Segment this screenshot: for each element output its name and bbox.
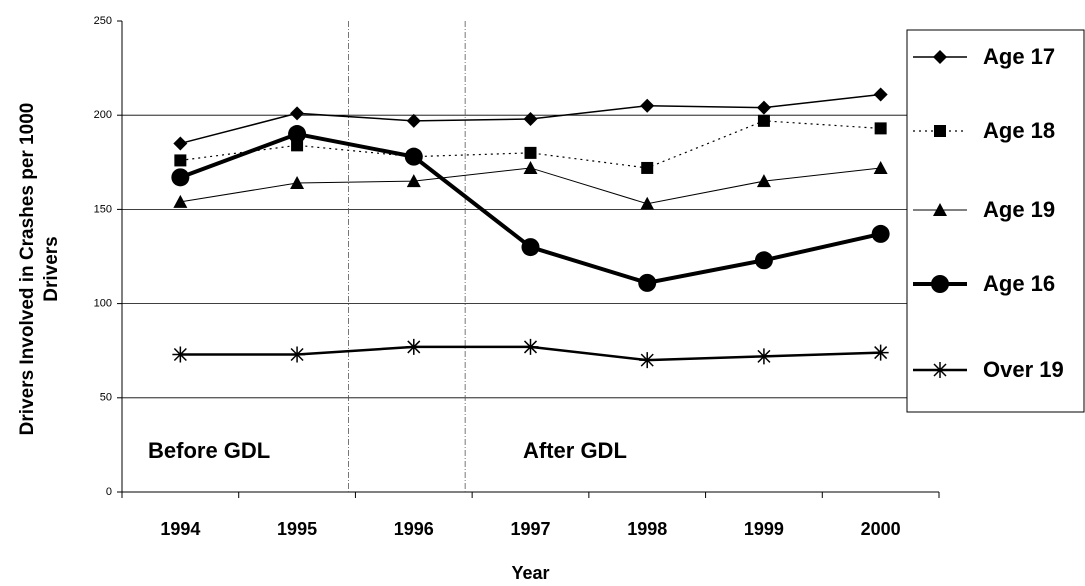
point — [288, 125, 307, 144]
point — [172, 346, 189, 363]
point — [523, 160, 538, 174]
point — [404, 147, 423, 166]
point — [639, 352, 656, 369]
point — [174, 154, 187, 167]
y-tick-label: 100 — [94, 298, 112, 310]
x-tick-label: 1999 — [744, 519, 784, 539]
x-tick-label: 1998 — [627, 519, 667, 539]
point — [641, 161, 654, 174]
y-tick-label: 0 — [106, 486, 112, 498]
point — [524, 146, 537, 159]
x-tick-label: 2000 — [861, 519, 901, 539]
point — [173, 136, 188, 151]
point — [289, 346, 306, 363]
x-tick-label: 1997 — [510, 519, 550, 539]
point — [405, 338, 422, 355]
y-tick-label: 200 — [94, 109, 112, 121]
point — [872, 344, 889, 361]
legend-box — [906, 29, 1085, 413]
point — [934, 125, 946, 137]
point — [290, 106, 305, 121]
point — [933, 50, 947, 64]
annotation: After GDL — [523, 438, 627, 463]
point — [290, 176, 305, 190]
point — [757, 114, 770, 127]
y-tick-label: 50 — [100, 392, 112, 404]
x-tick-label: 1994 — [160, 519, 200, 539]
y-tick-label: 250 — [94, 15, 112, 27]
point — [873, 160, 888, 174]
point — [874, 122, 887, 135]
x-tick-label: 1995 — [277, 519, 317, 539]
legend-label: Age 16 — [983, 271, 1056, 296]
legend-label: Age 19 — [983, 197, 1056, 222]
point — [640, 98, 655, 113]
x-axis-label: Year — [511, 563, 549, 583]
point — [756, 100, 771, 115]
x-tick-label: 1996 — [394, 519, 434, 539]
point — [523, 111, 538, 126]
legend-label: Age 18 — [983, 118, 1056, 143]
point — [933, 203, 947, 216]
series-line — [180, 120, 881, 169]
point — [871, 224, 890, 243]
legend-label: Age 17 — [983, 44, 1056, 69]
y-tick-label: 150 — [94, 203, 112, 215]
point — [873, 87, 888, 102]
point — [640, 196, 655, 210]
point — [406, 174, 421, 188]
point — [754, 251, 773, 270]
point — [932, 362, 948, 378]
point — [406, 113, 421, 128]
y-axis-label: Drivers Involved in Crashes per 1000 Dri… — [17, 102, 62, 436]
point — [755, 348, 772, 365]
point — [756, 174, 771, 188]
point — [171, 168, 190, 187]
annotation: Before GDL — [148, 438, 270, 463]
point — [522, 338, 539, 355]
point — [931, 275, 949, 293]
point — [173, 194, 188, 208]
point — [521, 238, 540, 257]
point — [638, 273, 657, 292]
legend-label: Over 19 — [983, 357, 1064, 382]
